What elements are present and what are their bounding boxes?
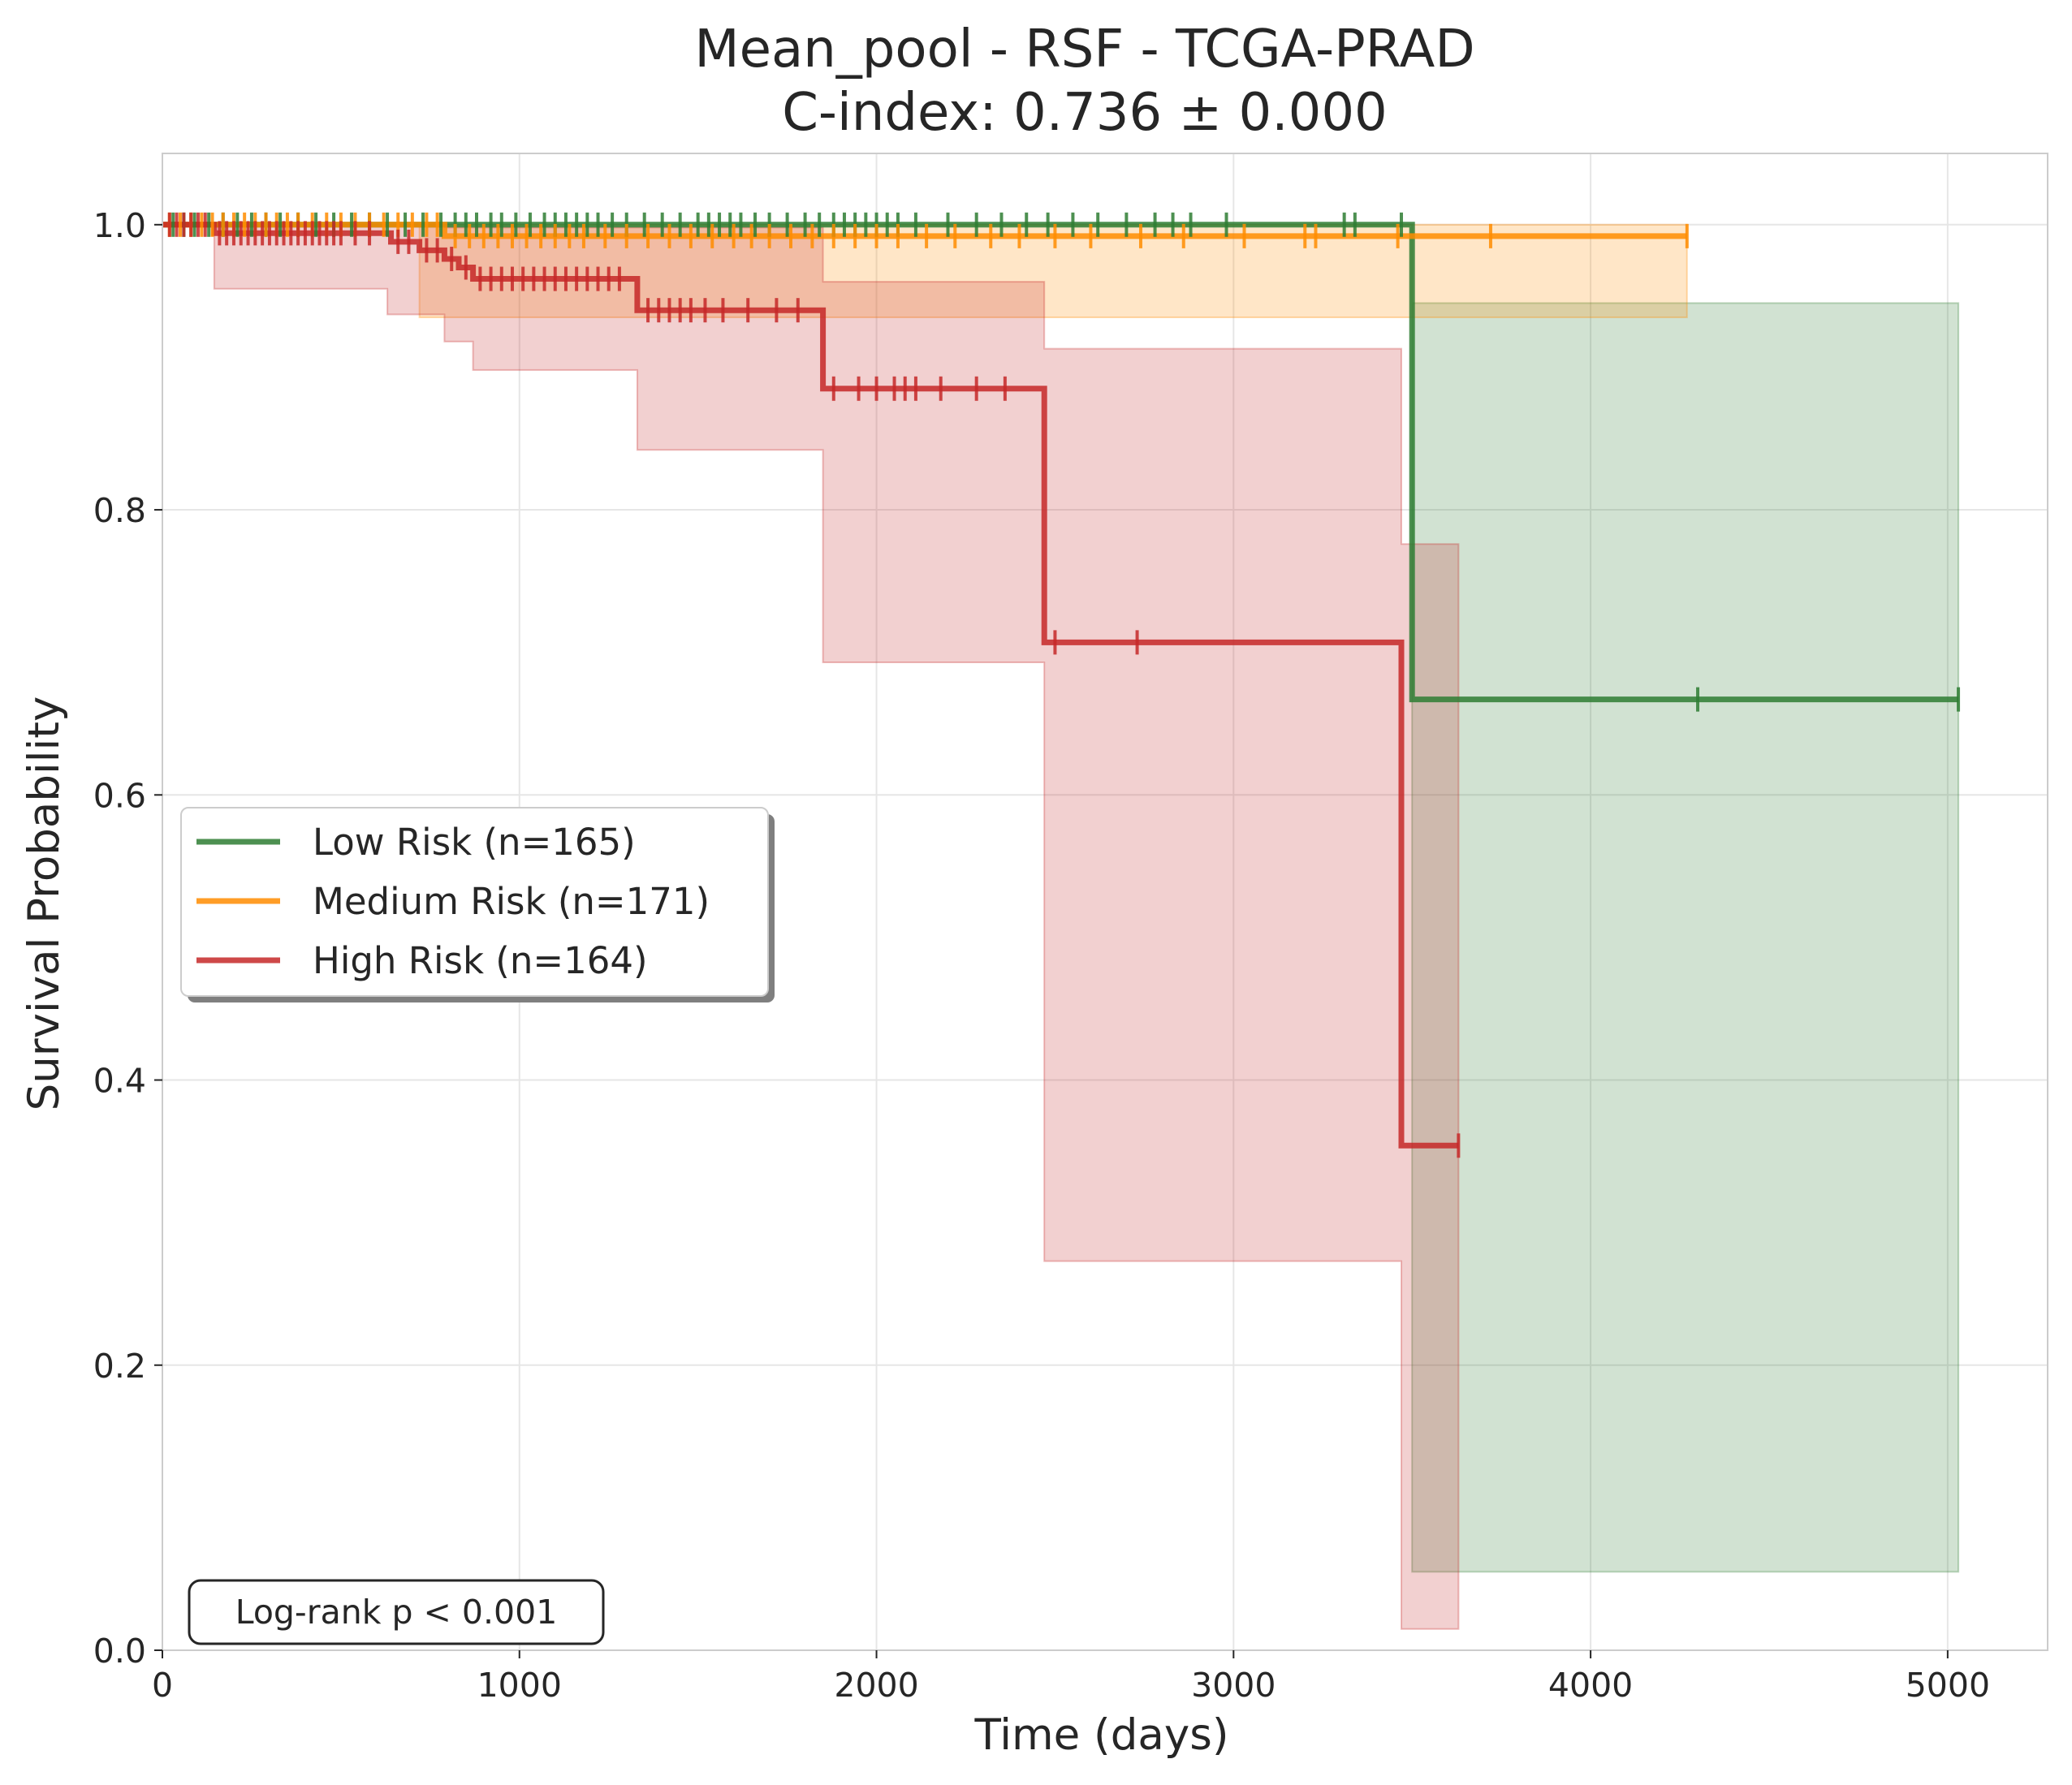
survival-curve	[162, 222, 1687, 239]
chart-subtitle: C-index: 0.736 ± 0.000	[782, 83, 1388, 143]
chart-title: Mean_pool - RSF - TCGA-PRAD	[694, 19, 1474, 80]
plot-frame	[162, 153, 2048, 1651]
x-tick-label: 3000	[1191, 1666, 1276, 1705]
legend-label: High Risk (n=164)	[313, 939, 648, 982]
y-tick-label: 0.2	[93, 1347, 146, 1386]
y-tick-label: 0.8	[93, 491, 146, 530]
y-tick-label: 0.0	[93, 1632, 146, 1671]
y-tick-label: 1.0	[93, 206, 146, 245]
x-tick-label: 2000	[834, 1666, 918, 1705]
x-tick-label: 5000	[1906, 1666, 1990, 1705]
logrank-text: Log-rank p < 0.001	[235, 1593, 558, 1632]
x-tick-label: 1000	[477, 1666, 562, 1705]
legend: Low Risk (n=165) Medium Risk (n=171) High …	[180, 807, 775, 1002]
censor-marks	[167, 212, 1961, 1158]
y-axis-label: Survival Probability	[19, 696, 69, 1111]
y-tick-label: 0.4	[93, 1062, 146, 1101]
y-tick-label: 0.6	[93, 776, 146, 815]
logrank-annotation: Log-rank p < 0.001	[188, 1579, 605, 1645]
legend-label: Medium Risk (n=171)	[313, 880, 710, 923]
x-axis-label: Time (days)	[973, 1710, 1228, 1760]
legend-box	[180, 807, 769, 997]
x-tick-label: 4000	[1548, 1666, 1633, 1705]
axis-ticks: 0 1000 2000 3000 4000 5000 0.0 0.2 0.4 0.6 0.8 1.0	[93, 206, 1990, 1705]
legend-label: Low Risk (n=165)	[313, 821, 636, 864]
x-tick-label: 0	[152, 1666, 173, 1705]
logrank-box	[188, 1579, 605, 1645]
